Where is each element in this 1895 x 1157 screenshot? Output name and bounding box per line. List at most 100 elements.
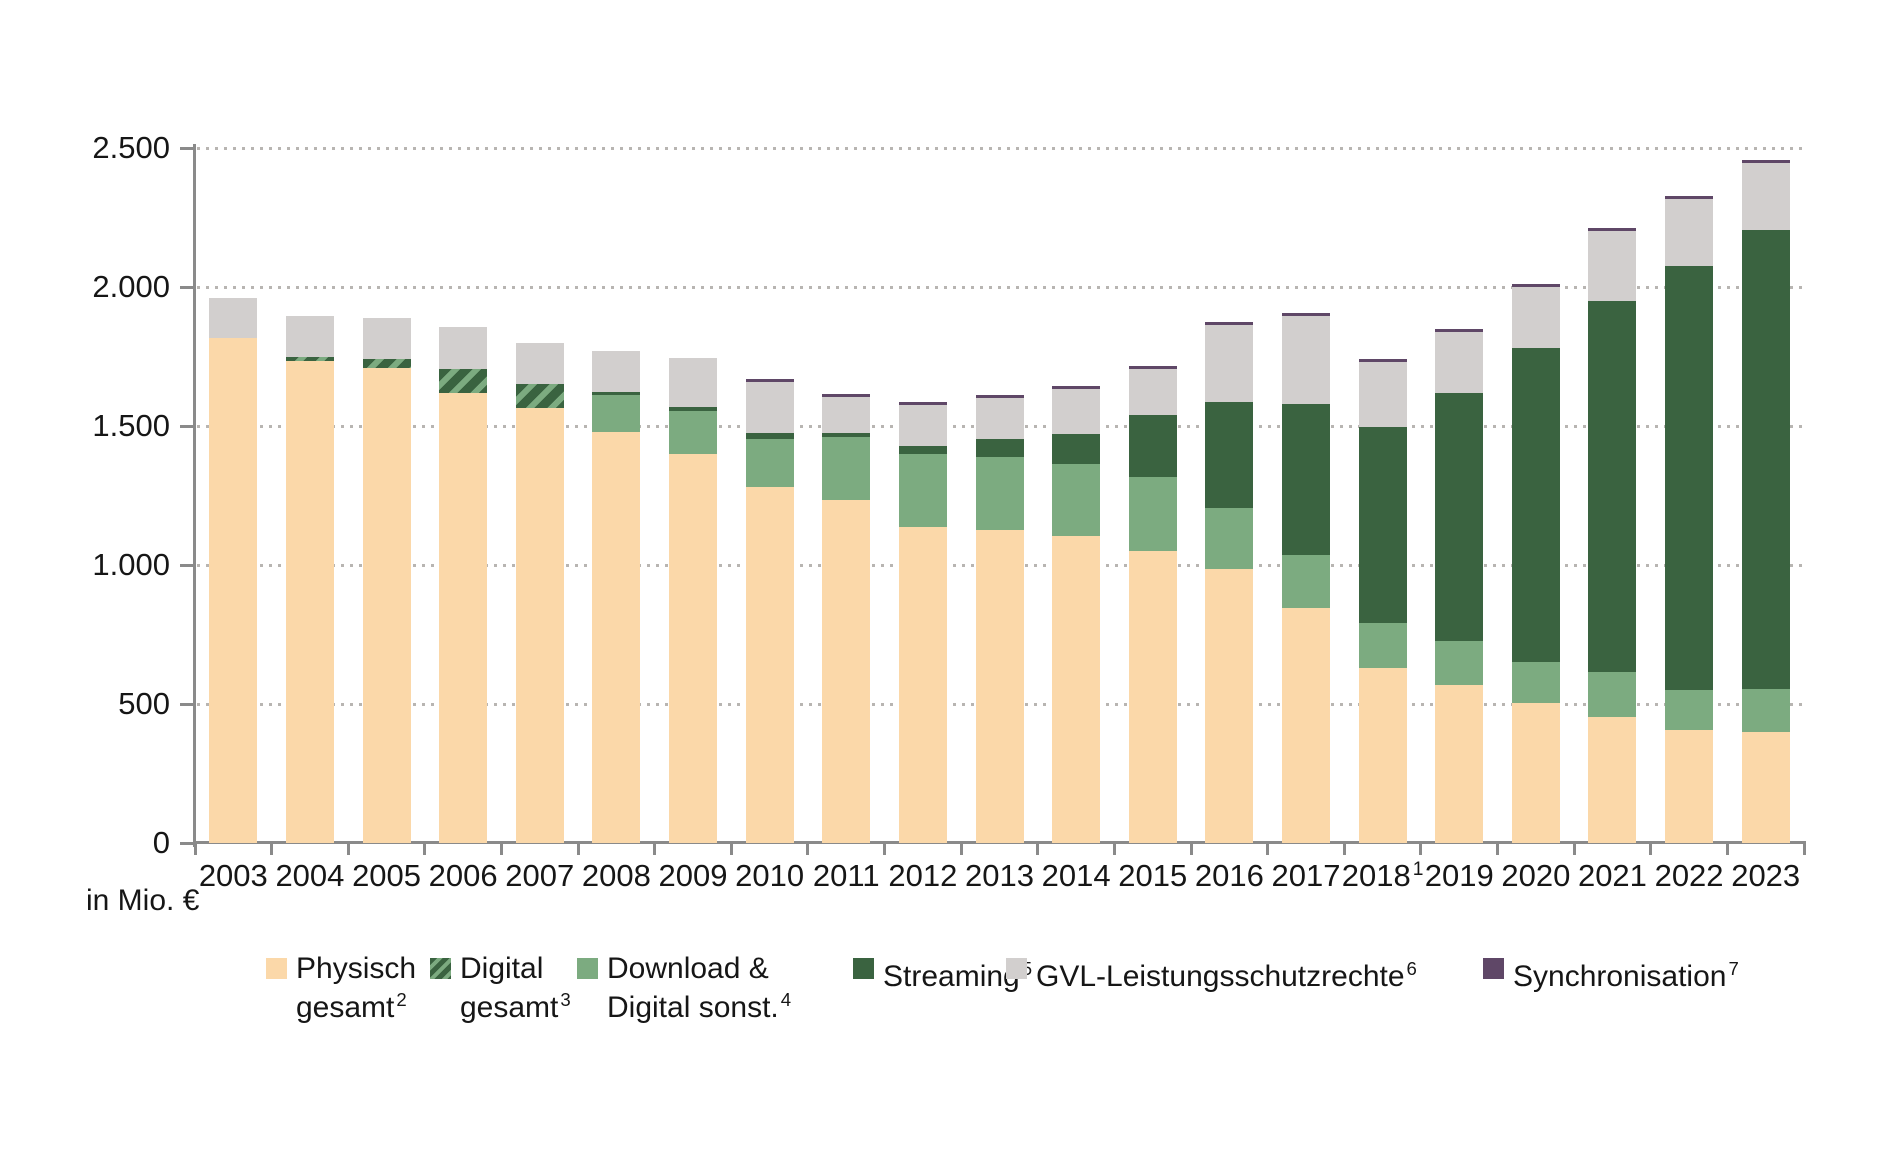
segment-streaming-2013 — [975, 438, 1024, 457]
y-tick-1500 — [180, 424, 193, 428]
segment-streaming-2008 — [592, 392, 641, 396]
legend-label-gvl: GVL-Leistungsschutzrechte 6 — [1036, 958, 1417, 993]
segment-physisch-2023 — [1741, 731, 1790, 843]
segment-gvl-2008 — [592, 350, 641, 393]
gridline-2000 — [197, 285, 1806, 289]
segment-physisch-2007 — [515, 407, 564, 843]
segment-sync-2021 — [1588, 228, 1637, 232]
segment-physisch-2020 — [1511, 702, 1560, 843]
x-tick-10 — [959, 844, 963, 855]
segment-physisch-2018 — [1358, 667, 1407, 843]
segment-physisch-2015 — [1128, 551, 1177, 843]
segment-gvl-2022 — [1665, 199, 1714, 267]
bar-2007 — [515, 342, 564, 843]
x-tick-8 — [806, 844, 810, 855]
segment-physisch-2022 — [1665, 730, 1714, 843]
plot-area — [180, 144, 1806, 855]
segment-download-2010 — [745, 438, 794, 488]
segment-digital-2006 — [439, 369, 488, 393]
segment-download-2018 — [1358, 623, 1407, 668]
legend-swatch-physisch — [266, 958, 287, 979]
segment-streaming-2021 — [1588, 300, 1637, 673]
segment-streaming-2023 — [1741, 230, 1790, 689]
x-tick-4 — [499, 844, 503, 855]
bar-2015 — [1128, 366, 1177, 843]
legend-swatch-download — [577, 958, 598, 979]
segment-physisch-2008 — [592, 431, 641, 843]
x-axis-label-2012: 2012 — [888, 858, 958, 893]
bar-2022 — [1665, 196, 1714, 843]
x-tick-7 — [729, 844, 733, 855]
x-axis-label-2023: 2023 — [1731, 858, 1801, 893]
segment-gvl-2011 — [822, 396, 871, 433]
x-axis-label-2003: 2003 — [198, 858, 268, 893]
segment-sync-2020 — [1511, 284, 1560, 288]
segment-download-2023 — [1741, 688, 1790, 732]
x-axis-label-2021: 2021 — [1577, 858, 1647, 893]
segment-gvl-2020 — [1511, 287, 1560, 349]
segment-streaming-2014 — [1052, 434, 1101, 464]
segment-streaming-2009 — [669, 406, 718, 411]
legend-label-download: Download & Digital sonst. 4 — [607, 952, 792, 1024]
segment-physisch-2010 — [745, 487, 794, 843]
x-tick-18 — [1572, 844, 1576, 855]
bar-2012 — [898, 402, 947, 843]
legend-item-physisch: Physisch gesamt 2 — [266, 953, 416, 1023]
x-axis-label-2010: 2010 — [735, 858, 805, 893]
bar-2008 — [592, 350, 641, 843]
y-tick-1000 — [180, 563, 193, 567]
x-tick-14 — [1266, 844, 1270, 855]
segment-gvl-2019 — [1435, 331, 1484, 393]
x-axis-label-2007: 2007 — [505, 858, 575, 893]
y-tick-0 — [180, 841, 193, 845]
segment-gvl-2010 — [745, 381, 794, 433]
y-axis-label-2000: 2.000 — [92, 269, 170, 304]
segment-download-2019 — [1435, 641, 1484, 685]
segment-digital-2005 — [362, 359, 411, 368]
segment-download-2015 — [1128, 477, 1177, 552]
x-axis-label-2013: 2013 — [965, 858, 1034, 893]
x-axis-label-2006: 2006 — [428, 858, 498, 893]
segment-sync-2013 — [975, 395, 1024, 399]
x-axis-label-2004: 2004 — [275, 858, 345, 893]
legend-item-streaming: Streaming5 — [853, 953, 1032, 992]
bar-2003 — [209, 298, 258, 843]
segment-download-2020 — [1511, 662, 1560, 703]
y-tick-2500 — [180, 146, 193, 150]
legend-swatch-digital — [430, 958, 451, 979]
segment-gvl-2005 — [362, 317, 411, 360]
bar-2018 — [1358, 359, 1407, 843]
segment-sync-2012 — [898, 402, 947, 406]
x-tick-9 — [883, 844, 887, 855]
segment-gvl-2006 — [439, 327, 488, 370]
segment-sync-2019 — [1435, 328, 1484, 332]
segment-streaming-2012 — [898, 445, 947, 454]
x-axis-label-2014: 2014 — [1041, 858, 1111, 893]
x-axis-label-2020: 2020 — [1501, 858, 1571, 893]
segment-streaming-2022 — [1665, 266, 1714, 691]
bar-2014 — [1052, 385, 1101, 843]
bar-2021 — [1588, 228, 1637, 843]
x-tick-15 — [1342, 844, 1346, 855]
segment-physisch-2019 — [1435, 684, 1484, 843]
x-tick-12 — [1112, 844, 1116, 855]
segment-gvl-2014 — [1052, 388, 1101, 435]
x-tick-20 — [1725, 844, 1729, 855]
bar-2013 — [975, 395, 1024, 843]
segment-gvl-2018 — [1358, 362, 1407, 428]
x-axis-label-2022: 2022 — [1654, 858, 1724, 893]
bar-2023 — [1741, 160, 1790, 843]
segment-gvl-2017 — [1281, 316, 1330, 404]
x-axis-label-2018: 2018 1 — [1341, 858, 1424, 893]
bar-2004 — [285, 316, 334, 843]
segment-sync-2023 — [1741, 160, 1790, 164]
segment-download-2021 — [1588, 672, 1637, 717]
segment-sync-2015 — [1128, 366, 1177, 370]
y-axis-label-500: 500 — [118, 686, 170, 721]
unit-label: in Mio. € — [86, 884, 200, 917]
segment-physisch-2004 — [285, 360, 334, 843]
x-tick-11 — [1036, 844, 1040, 855]
segment-download-2013 — [975, 456, 1024, 531]
legend-item-digital: Digital gesamt 3 — [430, 953, 571, 1023]
legend-swatch-streaming — [853, 958, 874, 979]
